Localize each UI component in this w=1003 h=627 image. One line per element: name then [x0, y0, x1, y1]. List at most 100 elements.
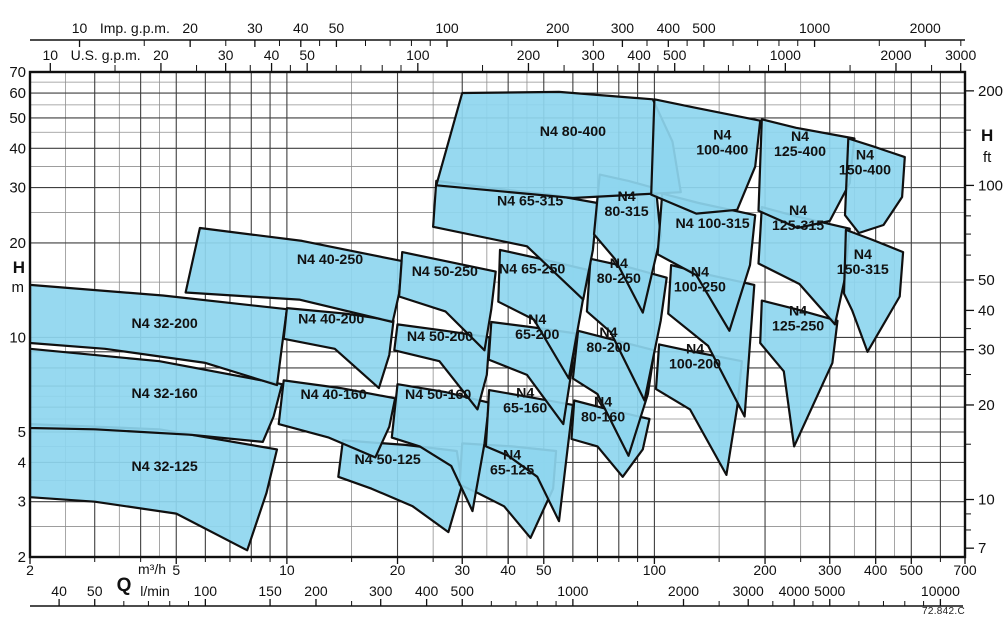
tick-label-lmin: 100	[194, 583, 218, 599]
tick-label-h-m: 20	[9, 235, 26, 252]
envelope-N4-32-200	[30, 283, 288, 387]
tick-label-h-m: 3	[18, 494, 26, 511]
envelope-N4-50-160	[390, 383, 491, 513]
h-axis-symbol-left: H	[13, 258, 25, 277]
envelope-N4-50-250	[398, 251, 497, 352]
axis-h-m: 70 60 50 40 30 20 10 5 4 3 2 Hm	[9, 64, 26, 566]
envelope-N4-32-160	[30, 347, 284, 443]
tick-label-imp-gpm: 400	[657, 20, 681, 36]
label-N4-80-200: N4 80-200	[586, 325, 630, 356]
envelope-N4-80-400	[435, 90, 682, 200]
label-N4-65-250: N4 65-250	[499, 261, 565, 277]
tick-label-m3h: 500	[900, 562, 924, 578]
tick-label-imp-gpm: 40	[293, 20, 309, 36]
envelope-N4-125-400	[757, 118, 856, 230]
tick-label-h-m: 5	[18, 424, 26, 441]
tick-label-m3h: 200	[753, 562, 777, 578]
tick-label-h-ft: 40	[978, 302, 995, 319]
tick-label-lmin: 40	[51, 583, 67, 599]
plot-border	[28, 70, 967, 559]
label-N4-65-200: N4 65-200	[515, 312, 559, 343]
label-N4-80-160: N4 80-160	[581, 394, 625, 425]
tick-label-m3h: 300	[818, 562, 842, 578]
label-N4-32-160: N4 32-160	[132, 386, 198, 402]
envelope-N4-150-315	[842, 228, 905, 353]
tick-label-us-gpm: 2000	[880, 47, 911, 63]
axis-h-ft: 200 100 50 40 30 20 10 7 Hft	[965, 83, 1003, 557]
tick-label-m3h: 5	[172, 562, 180, 578]
tick-label-us-gpm: 30	[218, 47, 234, 63]
label-N4-40-160: N4 40-160	[300, 387, 366, 403]
tick-label-lmin: 500	[451, 583, 475, 599]
tick-label-h-m: 2	[18, 549, 26, 566]
tick-label-us-gpm: 3000	[945, 47, 976, 63]
envelope-N4-50-200	[393, 323, 491, 411]
label-N4-100-400: N4 100-400	[696, 128, 748, 159]
tick-label-m3h: 100	[643, 562, 667, 578]
label-N4-65-125: N4 65-125	[490, 447, 534, 478]
tick-label-us-gpm: 1000	[770, 47, 801, 63]
label-N4-125-400: N4 125-400	[774, 129, 826, 160]
us-gpm-unit-label: U.S. g.p.m.	[71, 47, 141, 63]
tick-label-lmin: 300	[369, 583, 393, 599]
tick-label-lmin: 10000	[921, 583, 960, 599]
tick-label-us-gpm: 300	[581, 47, 605, 63]
lmin-unit-label: l/min	[140, 583, 170, 599]
tick-label-imp-gpm: 200	[546, 20, 570, 36]
label-N4-50-250: N4 50-250	[412, 264, 478, 280]
tick-label-us-gpm: 200	[517, 47, 541, 63]
tick-label-m3h: 400	[864, 562, 888, 578]
tick-label-us-gpm: 50	[299, 47, 315, 63]
tick-label-us-gpm: 400	[627, 47, 651, 63]
envelope-N4-100-400	[650, 98, 762, 215]
tick-label-h-ft: 20	[978, 397, 995, 414]
tick-label-lmin: 200	[304, 583, 328, 599]
tick-label-h-m: 70	[9, 64, 26, 81]
label-N4-50-200: N4 50-200	[407, 329, 473, 345]
tick-label-imp-gpm: 500	[692, 20, 716, 36]
tick-label-us-gpm: 10	[43, 47, 59, 63]
tick-label-lmin: 5000	[814, 583, 845, 599]
tick-label-h-ft: 10	[978, 492, 995, 509]
tick-label-imp-gpm: 1000	[799, 20, 830, 36]
tick-label-h-ft: 7	[978, 540, 986, 557]
label-N4-80-250: N4 80-250	[597, 256, 641, 287]
envelope-N4-100-200	[654, 343, 744, 476]
tick-label-imp-gpm: 20	[182, 20, 198, 36]
label-N4-65-160: N4 65-160	[503, 385, 547, 416]
tick-label-lmin: 2000	[668, 583, 699, 599]
tick-label-us-gpm: 100	[406, 47, 430, 63]
tick-label-m3h: 40	[500, 562, 516, 578]
tick-label-lmin: 1000	[557, 583, 588, 599]
figure-code: 72.842.C	[922, 606, 965, 617]
tick-label-h-ft: 50	[978, 272, 995, 289]
tick-label-h-m: 50	[9, 110, 26, 127]
tick-label-h-ft: 100	[978, 177, 1003, 194]
tick-label-m3h: 50	[536, 562, 552, 578]
ft-unit-label: ft	[983, 149, 992, 166]
m3h-unit-label: m³/h	[138, 561, 166, 577]
label-N4-150-315: N4 150-315	[837, 247, 889, 278]
tick-label-m3h: 30	[454, 562, 470, 578]
tick-label-imp-gpm: 2000	[910, 20, 941, 36]
label-N4-50-125: N4 50-125	[355, 452, 421, 468]
h-axis-symbol-right: H	[981, 126, 993, 145]
tick-label-us-gpm: 40	[264, 47, 280, 63]
tick-label-lmin: 3000	[733, 583, 764, 599]
tick-label-lmin: 150	[258, 583, 282, 599]
tick-label-h-m: 10	[9, 329, 26, 346]
tick-label-imp-gpm: 10	[72, 20, 88, 36]
axis-imp-gpm: 10 20 30 40 50 100 200 300 400 500 1000 2000 Imp. g.…	[30, 20, 965, 47]
tick-label-lmin: 50	[87, 583, 103, 599]
tick-label-h-ft: 200	[978, 83, 1003, 100]
imp-gpm-unit-label: Imp. g.p.m.	[100, 20, 170, 36]
m-unit-label: m	[12, 279, 25, 296]
axis-us-gpm: 10 20 30 40 50 100 200 300 400 500 1000 2000 3000 U.S…	[43, 47, 976, 72]
tick-label-imp-gpm: 300	[611, 20, 635, 36]
label-N4-100-315: N4 100-315	[676, 216, 750, 232]
tick-label-us-gpm: 20	[153, 47, 169, 63]
envelope-N4-32-125	[30, 423, 279, 552]
tick-label-imp-gpm: 100	[435, 20, 459, 36]
tick-label-m3h: 700	[953, 562, 977, 578]
